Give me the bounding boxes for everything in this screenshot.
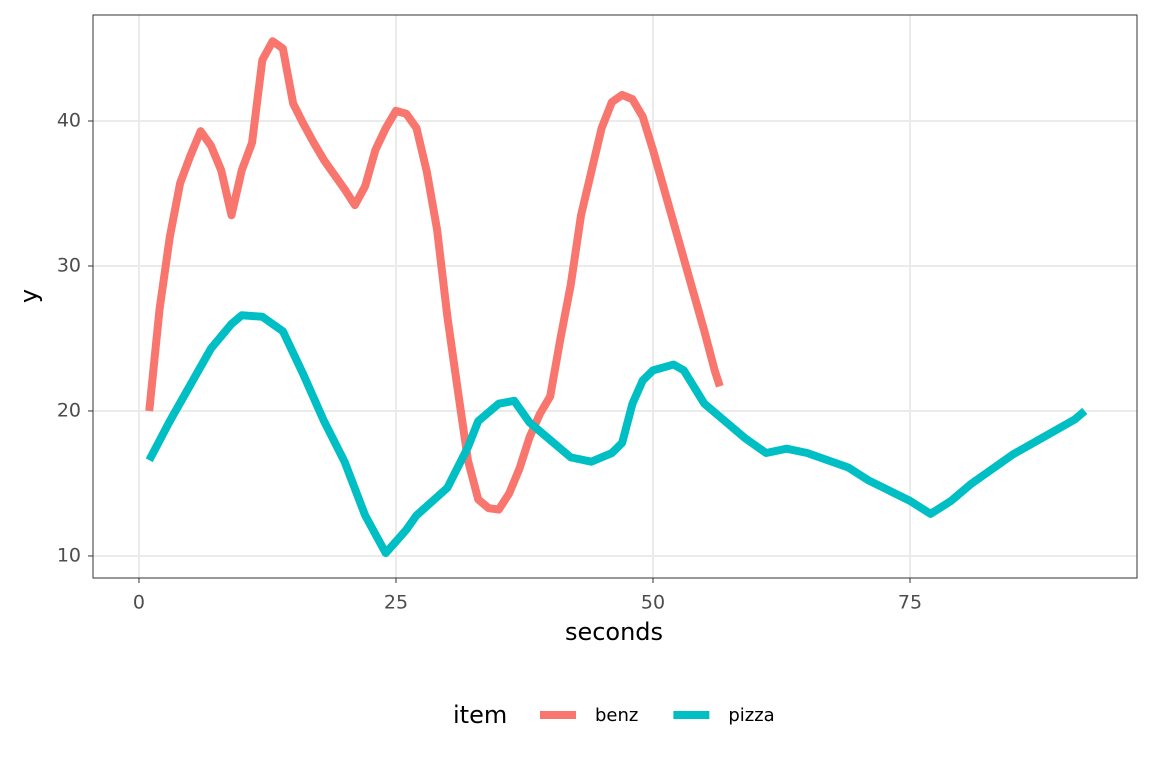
x-tick-label: 75 (898, 592, 922, 614)
x-axis-title: seconds (565, 618, 663, 646)
series-line (145, 37, 724, 514)
x-tick-label: 50 (641, 592, 665, 614)
y-tick-label: 10 (57, 544, 81, 566)
legend-title: item (453, 701, 507, 729)
panel-border (92, 14, 1138, 579)
series-line (145, 311, 1088, 558)
legend-label: benz (595, 705, 638, 726)
x-tick-label: 0 (133, 592, 145, 614)
legend-label: pizza (728, 705, 774, 726)
y-axis-title: y (15, 289, 43, 303)
y-tick-label: 40 (57, 109, 81, 131)
y-tick-label: 30 (57, 254, 81, 276)
x-tick-label: 25 (384, 592, 408, 614)
y-tick-label: 20 (57, 399, 81, 421)
